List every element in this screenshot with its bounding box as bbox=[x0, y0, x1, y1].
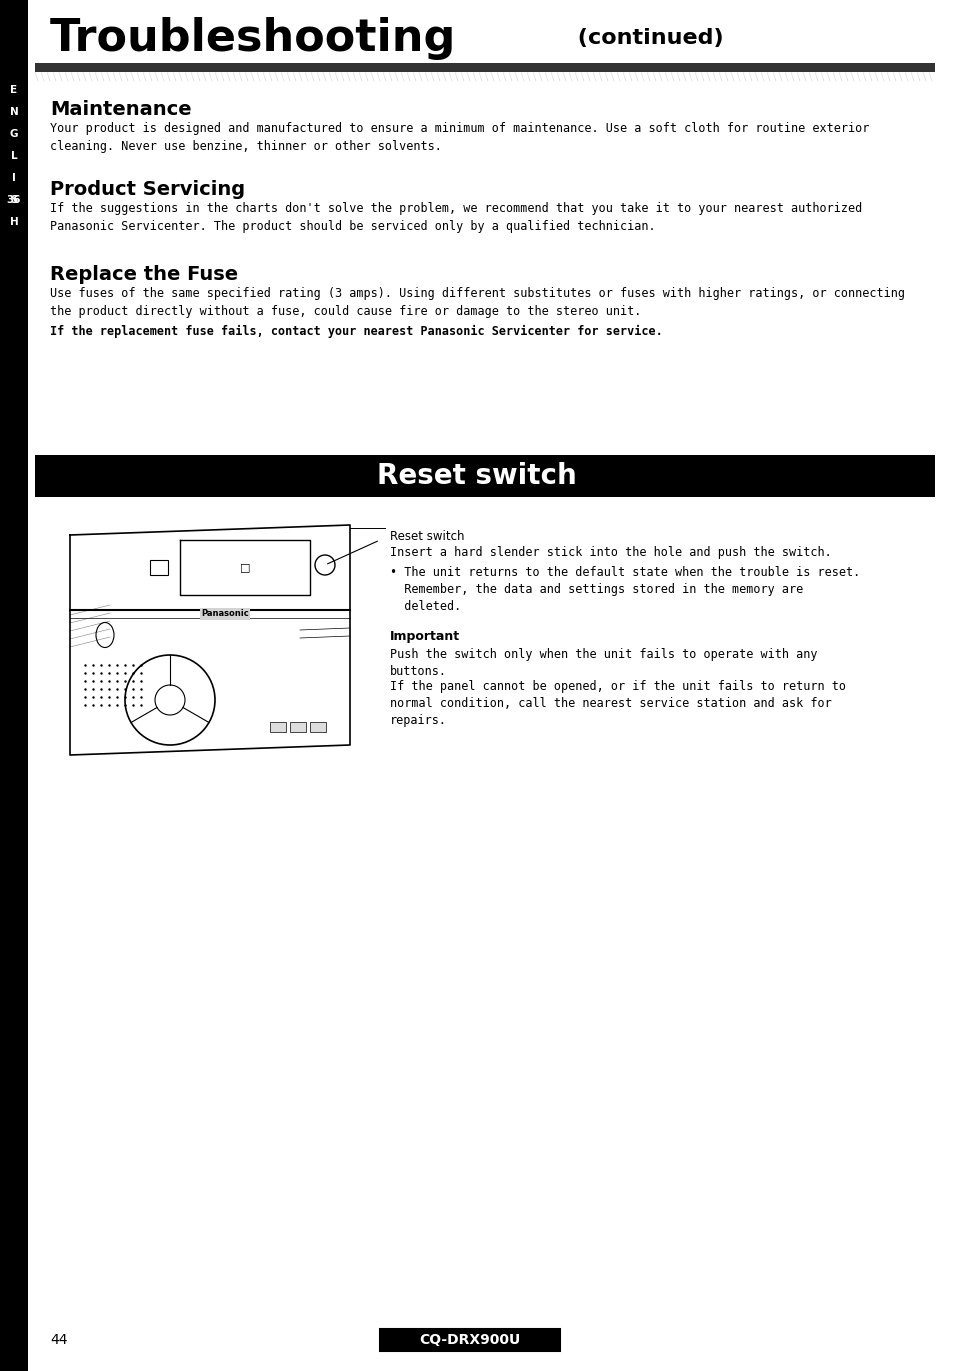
Text: (continued): (continued) bbox=[569, 27, 723, 48]
Text: Important: Important bbox=[390, 631, 459, 643]
Text: Push the switch only when the unit fails to operate with any
buttons.: Push the switch only when the unit fails… bbox=[390, 648, 817, 679]
Text: CQ-DRX900U: CQ-DRX900U bbox=[419, 1333, 520, 1346]
Text: Product Servicing: Product Servicing bbox=[50, 180, 245, 199]
Text: Reset switch: Reset switch bbox=[376, 462, 577, 489]
Text: H: H bbox=[10, 217, 18, 228]
Text: N: N bbox=[10, 107, 18, 117]
Bar bbox=[290, 723, 306, 732]
Text: If the suggestions in the charts don't solve the problem, we recommend that you : If the suggestions in the charts don't s… bbox=[50, 202, 862, 233]
Text: G: G bbox=[10, 129, 18, 138]
Text: Use fuses of the same specified rating (3 amps). Using different substitutes or : Use fuses of the same specified rating (… bbox=[50, 287, 904, 318]
Text: If the replacement fuse fails, contact your nearest Panasonic Servicenter for se: If the replacement fuse fails, contact y… bbox=[50, 325, 662, 339]
Text: If the panel cannot be opened, or if the unit fails to return to
normal conditio: If the panel cannot be opened, or if the… bbox=[390, 680, 845, 727]
Text: Replace the Fuse: Replace the Fuse bbox=[50, 265, 238, 284]
Text: Your product is designed and manufactured to ensure a minimum of maintenance. Us: Your product is designed and manufacture… bbox=[50, 122, 868, 154]
Text: E: E bbox=[10, 85, 17, 95]
Bar bbox=[270, 723, 286, 732]
Text: I: I bbox=[12, 173, 16, 182]
Text: Insert a hard slender stick into the hole and push the switch.: Insert a hard slender stick into the hol… bbox=[390, 546, 831, 559]
Bar bbox=[35, 63, 934, 73]
Bar bbox=[0, 0, 28, 1371]
Text: Troubleshooting: Troubleshooting bbox=[50, 16, 456, 59]
Text: Reset switch: Reset switch bbox=[390, 531, 464, 543]
Text: Panasonic: Panasonic bbox=[201, 610, 249, 618]
Text: □: □ bbox=[239, 562, 250, 573]
Text: L: L bbox=[10, 151, 17, 160]
Bar bbox=[35, 455, 934, 498]
Text: Maintenance: Maintenance bbox=[50, 100, 192, 119]
Bar bbox=[310, 723, 326, 732]
Text: 44: 44 bbox=[50, 1333, 68, 1346]
Text: S: S bbox=[10, 195, 18, 206]
Bar bbox=[150, 559, 168, 574]
Bar bbox=[379, 1328, 559, 1350]
Text: 36: 36 bbox=[7, 195, 21, 206]
Text: • The unit returns to the default state when the trouble is reset.
  Remember, t: • The unit returns to the default state … bbox=[390, 566, 860, 613]
